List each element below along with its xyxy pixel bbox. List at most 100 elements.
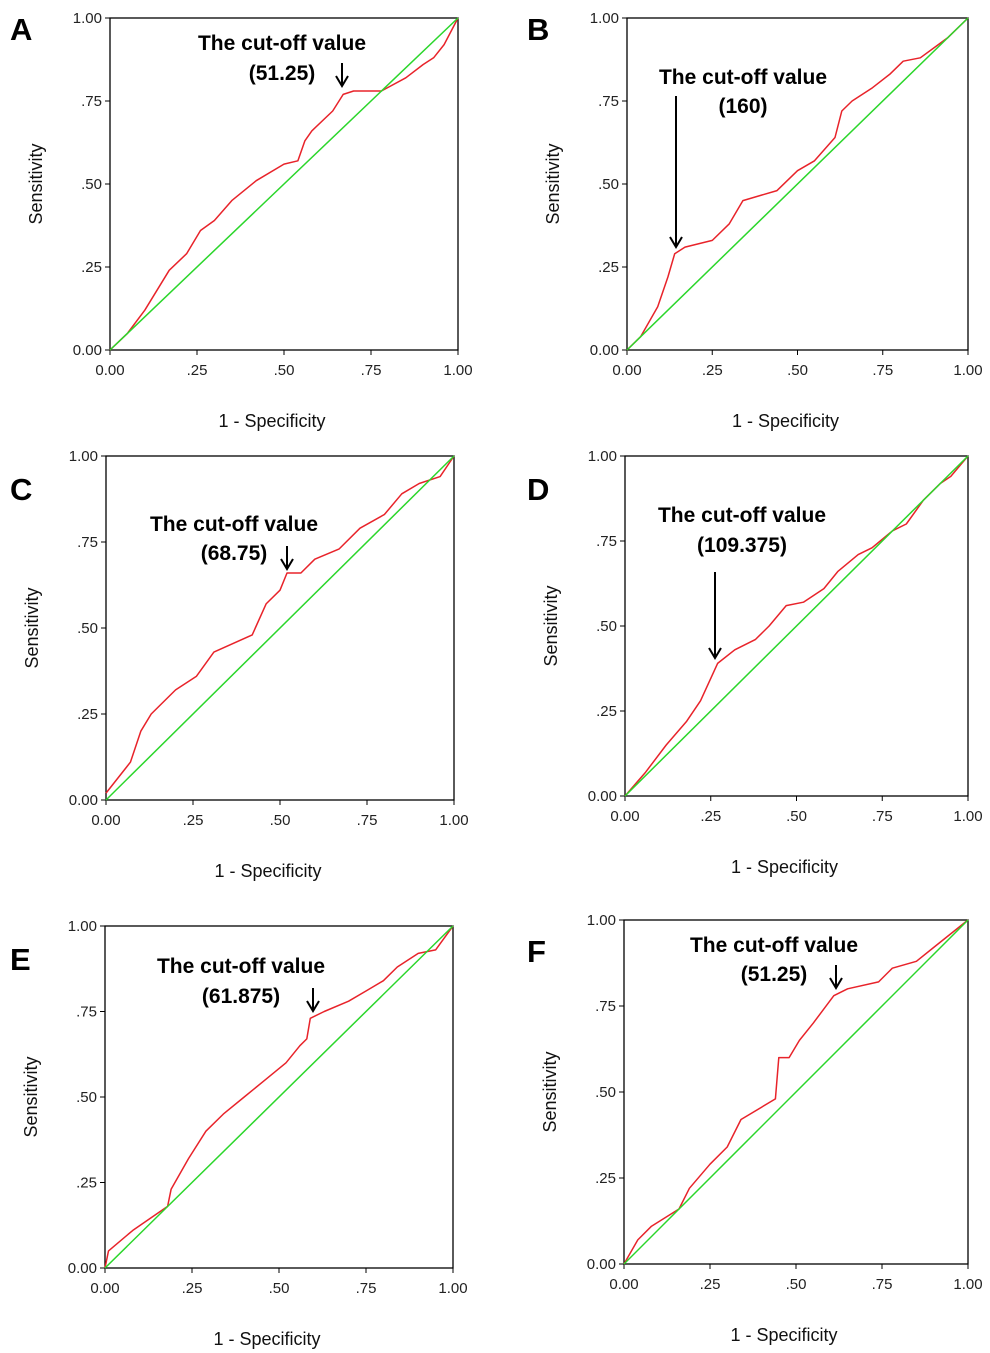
reference-diagonal-line [626,17,969,351]
x-axis-label: 1 - Specificity [213,1329,320,1349]
y-tick-label: 0.00 [588,788,617,805]
cutoff-annotation-title: The cut-off value [658,504,826,527]
panel-letter: A [10,12,32,47]
x-axis-label: 1 - Specificity [731,857,838,877]
x-tick-label: .50 [786,1276,807,1293]
roc-panel-a: A 0.00 .25 .50 .75 1.00 0.00 .25 .50 .75 1.00 1 - S… [10,10,473,431]
cutoff-annotation-title: The cut-off value [198,32,366,55]
reference-diagonal-line [104,925,454,1269]
y-tick-label: .25 [595,1170,616,1187]
cutoff-arrow-head [306,1000,320,1013]
x-axis-label: 1 - Specificity [730,1325,837,1345]
cutoff-annotation-value: (61.875) [202,985,280,1008]
cutoff-annotation-value: (51.25) [249,62,316,85]
cutoff-annotation-title: The cut-off value [659,66,827,89]
y-tick-label: .50 [77,620,98,637]
x-tick-label: .25 [182,1280,203,1297]
y-tick-label: .75 [596,533,617,550]
y-tick-label: 1.00 [73,10,102,27]
x-tick-label: 1.00 [439,812,468,829]
panel-letter: D [527,472,549,507]
reference-diagonal-line [624,455,969,797]
roc-panel-b: B 0.00 .25 .50 .75 1.00 0.00 .25 .50 .75 1.00 1 - S… [527,10,983,431]
y-tick-label: 1.00 [68,918,97,935]
y-tick-label: .50 [81,176,102,193]
x-tick-label: .75 [357,812,378,829]
x-tick-label: .75 [872,1276,893,1293]
y-tick-label: .25 [81,259,102,276]
y-axis-label: Sensitivity [543,143,563,224]
roc-curve-line [626,17,969,351]
roc-curve-line [624,455,969,797]
cutoff-arrow-head [829,977,843,990]
y-axis-label: Sensitivity [540,1051,560,1132]
roc-curve-line [623,919,969,1265]
x-tick-label: .75 [356,1280,377,1297]
y-tick-label: .75 [598,93,619,110]
reference-diagonal-line [109,17,459,351]
roc-curve-line [105,455,455,794]
y-axis-label: Sensitivity [541,585,561,666]
panel-letter: E [10,942,31,977]
y-axis-label: Sensitivity [21,1056,41,1137]
cutoff-arrow-head [280,558,294,571]
x-tick-label: .50 [274,362,295,379]
cutoff-arrow-head [335,75,349,88]
cutoff-annotation-value: (109.375) [697,534,787,557]
y-tick-label: 0.00 [73,342,102,359]
roc-curve-line [104,925,454,1269]
y-tick-label: .25 [598,259,619,276]
x-tick-label: 1.00 [953,1276,982,1293]
y-tick-label: 0.00 [69,792,98,809]
cutoff-annotation-title: The cut-off value [690,934,858,957]
cutoff-annotation-title: The cut-off value [157,955,325,978]
y-tick-label: .75 [81,93,102,110]
x-tick-label: .50 [787,362,808,379]
cutoff-annotation-value: (160) [718,95,767,118]
x-tick-label: .75 [361,362,382,379]
x-tick-label: .25 [702,362,723,379]
panel-letter: C [10,472,32,507]
x-tick-label: 0.00 [612,362,641,379]
y-tick-label: 1.00 [69,448,98,465]
panel-letter: B [527,12,549,47]
y-tick-label: .25 [77,706,98,723]
x-axis-label: 1 - Specificity [732,411,839,431]
x-tick-label: .25 [183,812,204,829]
y-tick-label: .75 [595,998,616,1015]
roc-panel-c: C 0.00 .25 .50 .75 1.00 0.00 .25 .50 .75 1.00 1 - S… [10,448,469,881]
x-tick-label: 1.00 [953,808,982,825]
y-axis-label: Sensitivity [22,587,42,668]
roc-panel-f: F 0.00 .25 .50 .75 1.00 0.00 .25 .50 .75 1.00 1 - S… [527,912,983,1345]
x-tick-label: .50 [270,812,291,829]
y-tick-label: .75 [77,534,98,551]
cutoff-annotation-title: The cut-off value [150,513,318,536]
y-tick-label: .50 [76,1089,97,1106]
x-tick-label: .75 [872,808,893,825]
y-tick-label: .25 [596,703,617,720]
x-tick-label: .25 [700,1276,721,1293]
x-tick-label: 0.00 [610,808,639,825]
y-tick-label: .50 [595,1084,616,1101]
cutoff-annotation-value: (51.25) [741,963,808,986]
y-tick-label: 1.00 [588,448,617,465]
x-axis-label: 1 - Specificity [214,861,321,881]
y-axis-label: Sensitivity [26,143,46,224]
x-tick-label: 0.00 [95,362,124,379]
roc-panel-d: D 0.00 .25 .50 .75 1.00 0.00 .25 .50 .75 1.00 1 - S… [527,448,983,877]
y-tick-label: 0.00 [587,1256,616,1273]
x-tick-label: .50 [786,808,807,825]
x-tick-label: 0.00 [91,812,120,829]
cutoff-annotation-value: (68.75) [201,542,268,565]
x-tick-label: .25 [700,808,721,825]
y-tick-label: .25 [76,1175,97,1192]
cutoff-arrow-head [708,647,722,660]
reference-diagonal-line [623,919,969,1265]
y-tick-label: 1.00 [587,912,616,929]
y-tick-label: 0.00 [68,1260,97,1277]
roc-panel-e: E 0.00 .25 .50 .75 1.00 0.00 .25 .50 .75 1.00 1 - S… [10,918,468,1349]
x-tick-label: .25 [187,362,208,379]
y-tick-label: .50 [596,618,617,635]
x-tick-label: 0.00 [609,1276,638,1293]
x-tick-label: 1.00 [953,362,982,379]
